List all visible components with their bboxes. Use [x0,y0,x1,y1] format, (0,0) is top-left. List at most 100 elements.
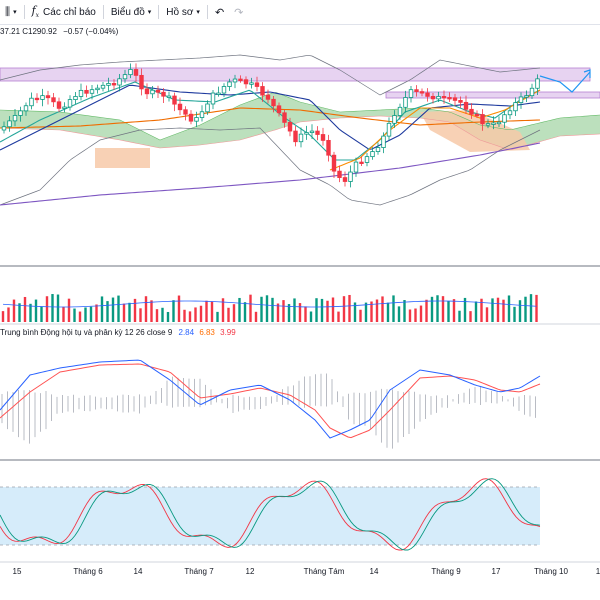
candle [304,132,309,135]
volume-bar [144,296,148,322]
candle [216,92,221,95]
volume-bar [67,298,71,322]
time-axis-label: 14 [134,567,143,576]
candle [139,74,144,90]
volume-bar [535,294,538,322]
span-a-line [0,92,600,141]
volume-bar [276,303,280,322]
undo-button[interactable]: ↶ [210,0,229,24]
candle [78,89,84,97]
candle [40,95,45,100]
candle [485,123,491,126]
candle [210,92,216,105]
support-zone[interactable] [385,91,600,99]
candle [370,151,375,158]
function-icon: fx [31,4,40,20]
candle [150,89,155,95]
candle [232,78,238,83]
candle [177,103,183,111]
candle [155,89,161,93]
ma-slow [0,142,541,206]
volume-bar [287,304,291,322]
volume-bar [210,301,214,322]
volume-bar [150,300,153,322]
volume-bar [89,306,93,322]
candle [122,74,128,80]
time-axis[interactable]: 15 Tháng 6 14 Tháng 7 12 Tháng Tám 14 Tháng 9 17… [13,567,600,576]
candle [502,114,507,123]
candle [95,87,100,91]
candle [254,82,260,87]
volume-bar [227,307,230,322]
volume-bar [507,295,511,322]
chart-menu-label: Biểu đồ [110,6,145,18]
candle [452,97,458,101]
candle [166,95,172,98]
candle [276,105,282,114]
candle [414,89,419,92]
candle [84,89,89,94]
indicators-button[interactable]: fx Các chỉ báo [27,0,101,24]
candle [199,111,205,118]
volume-bar [106,301,109,322]
candle [441,96,447,99]
candle [100,84,106,89]
candle [474,113,480,117]
candle [337,170,342,178]
cloud-orange [95,148,150,168]
redo-icon: ↷ [234,6,244,19]
chart-menu-button[interactable]: Biểu đồ ▾ [106,0,156,24]
candle [469,108,474,115]
candle [34,97,40,101]
profile-menu-button[interactable]: Hồ sơ ▾ [161,0,205,24]
toolbar-divider [206,5,208,19]
volume-bar [111,297,115,322]
volume-bar [397,306,401,322]
stochastic-band [0,487,540,545]
candle [161,91,166,97]
volume-bar [12,299,16,322]
volume-bar [1,311,5,322]
ichimoku-cloud [0,92,600,168]
candle [172,95,177,105]
volume-bar [342,296,346,322]
chevron-down-icon: ▾ [196,9,200,16]
candle [298,133,304,143]
volume-bar [216,311,219,322]
candle [183,109,188,115]
candle [419,91,425,94]
volume-bar [62,306,65,322]
moving-averages [0,81,541,206]
candle [315,130,320,135]
volume-bar [337,311,340,322]
resistance-zone[interactable] [0,67,591,82]
forecast-path[interactable] [539,71,591,93]
interval-button[interactable]: ⫼ ▾ [0,0,22,24]
ma-short [0,81,541,161]
macd-signal-line [0,363,541,439]
candle [425,92,430,97]
redo-button[interactable]: ↷ [229,0,248,24]
candle [342,177,348,182]
volume-bar [513,306,516,322]
candle [309,130,315,133]
candle [480,114,485,125]
candle [430,95,436,100]
volume-bar [7,307,10,322]
volume-bar [117,295,120,322]
candle [359,161,364,164]
candle [447,97,452,100]
toolbar-divider [158,5,160,19]
candle [221,86,227,94]
volume-bar [84,307,87,322]
candle [1,126,7,131]
candle [529,87,535,97]
volume-bar [458,310,461,322]
candle [491,122,496,125]
top-toolbar: ⫼ ▾ fx Các chỉ báo Biểu đồ ▾ Hồ sơ ▾ ↶ ↷ [0,0,600,25]
volume-bar [133,298,137,322]
volume-bar [518,300,522,322]
volume-bar [249,294,252,322]
volume-bar [18,303,21,322]
